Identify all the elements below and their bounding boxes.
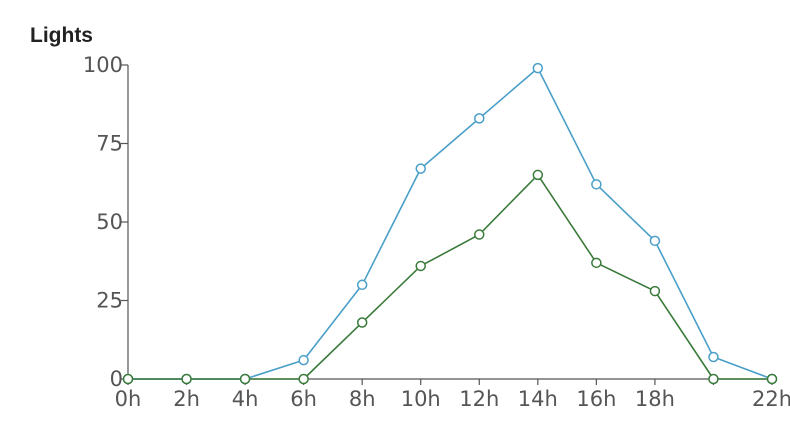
series-1-point [708, 351, 719, 363]
series-2-point [766, 373, 778, 385]
series-2-point [239, 373, 251, 385]
series-2-point [532, 169, 544, 181]
series-layer [122, 62, 778, 385]
y-tick-label: 0 [110, 367, 123, 391]
x-tick-label: 6h [290, 387, 317, 411]
x-tick-label: 0h [115, 387, 142, 411]
x-tick-label: 22h [752, 387, 790, 411]
series-2-point [181, 373, 192, 385]
x-tick-label: 18h [635, 387, 675, 411]
y-tick-label: 25 [96, 289, 123, 313]
series-1-point [532, 62, 544, 74]
x-tick-label: 2h [173, 387, 200, 411]
series-1-point [474, 113, 485, 124]
x-tick-label: 16h [576, 387, 616, 411]
series-1-point [649, 235, 661, 247]
x-tick-label: 12h [459, 387, 499, 411]
series-1-point [356, 279, 368, 291]
y-tick-label: 100 [83, 53, 123, 77]
series-line-2 [128, 174, 772, 380]
x-tick-label: 8h [349, 387, 376, 411]
x-tick-label: 14h [518, 387, 558, 411]
series-2-point [298, 373, 309, 385]
series-2-point [122, 373, 134, 385]
y-tick-label: 75 [96, 132, 123, 156]
x-tick-label: 10h [401, 387, 441, 411]
series-2-point [356, 317, 368, 328]
axes: 0 25 50 75 100 0h 2h 4h 6h 8h 10h 12h 14h 16h 18h 22h [83, 53, 790, 411]
series-2-point [708, 373, 719, 385]
series-1-point [415, 163, 426, 174]
series-2-point [474, 229, 485, 240]
series-2-point [649, 285, 661, 297]
series-2-point [415, 260, 426, 272]
series-line-1 [128, 67, 773, 380]
series-2-point [591, 257, 602, 269]
chart-title: Lights [30, 24, 93, 47]
series-1-point [298, 354, 309, 366]
y-tick-label: 50 [96, 210, 123, 234]
series-1-point [591, 179, 602, 190]
x-tick-label: 4h [232, 387, 259, 411]
